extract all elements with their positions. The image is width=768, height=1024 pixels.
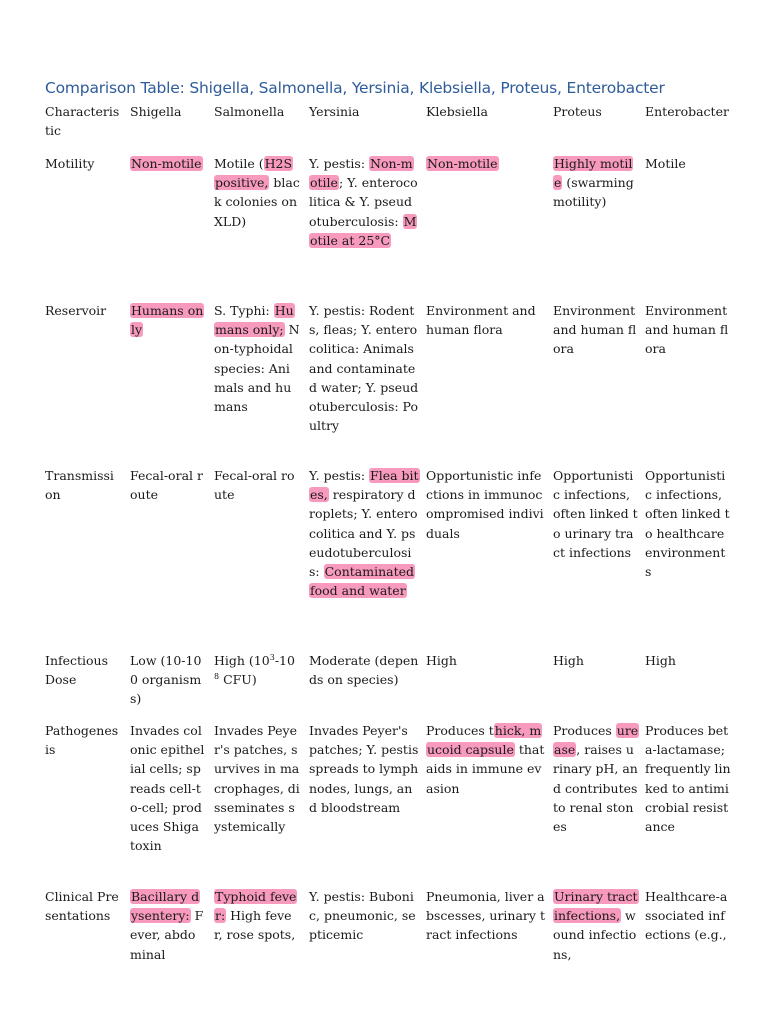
cell-motility-enterobacter: Motile (645, 156, 686, 171)
cell-text: Produces t (426, 723, 494, 738)
cell-reservoir-klebsiella: Environment and human flora (426, 303, 536, 338)
row-label-dose: Infectious Dose (45, 653, 109, 688)
cell-dose-enterobacter: High (645, 653, 676, 668)
cell-text: S. Typhi: (214, 303, 274, 318)
cell-text: Fever, abdominal (130, 908, 204, 962)
highlight: Bacillary dysentery: (130, 889, 201, 924)
cell-dose-yersinia: Moderate (depends on species) (309, 653, 419, 688)
cell-text: High fever, rose spots, (214, 908, 296, 943)
cell-text: (swarming motility) (553, 175, 634, 210)
cell-dose-shigella: Low (10-100 organisms) (130, 653, 202, 707)
cell-text: black colonies on XLD) (214, 175, 300, 229)
header-salmonella: Salmonella (214, 104, 285, 119)
cell-motility-klebsiella: Non-motile (426, 154, 546, 173)
cell-text: wound infections, (553, 908, 637, 962)
header-klebsiella: Klebsiella (426, 104, 488, 119)
row-label-reservoir: Reservoir (45, 303, 107, 318)
cell-pathogenesis-yersinia: Invades Peyer's patches; Y. pestis sprea… (309, 723, 419, 815)
cell-text: Y. pestis: (309, 468, 370, 483)
cell-reservoir-enterobacter: Environment and human flora (645, 303, 729, 357)
cell-dose-salmonella: High (103-10 8 CFU) (214, 651, 300, 689)
highlight: Humans only (130, 303, 205, 338)
cell-text: respiratory droplets; Y. enterocolitica … (309, 487, 418, 580)
cell-reservoir-proteus: Environment and human flora (553, 303, 637, 357)
cell-transmission-shigella: Fecal-oral route (130, 468, 203, 503)
header-proteus: Proteus (553, 104, 602, 119)
cell-clinical-shigella: Bacillary dysentery: Fever, abdominal (130, 887, 206, 964)
cell-clinical-enterobacter: Healthcare-associated infections (e.g., (645, 889, 728, 943)
header-yersinia: Yersinia (309, 104, 360, 119)
header-enterobacter: Enterobacter (645, 104, 729, 119)
cell-motility-salmonella: Motile (H2S positive, black colonies on … (214, 154, 300, 231)
superscript: 3 (269, 652, 275, 662)
cell-text: Y. pestis: (309, 156, 370, 171)
cell-pathogenesis-klebsiella: Produces thick, mucoid capsule that aids… (426, 721, 546, 798)
row-label-motility: Motility (45, 156, 95, 171)
cell-reservoir-shigella: Humans only (130, 301, 206, 339)
cell-text: Produces (553, 723, 616, 738)
cell-transmission-yersinia: Y. pestis: Flea bites, respiratory dropl… (309, 466, 420, 600)
cell-pathogenesis-proteus: Produces urease, raises urinary pH, and … (553, 721, 640, 836)
cell-text: Non-typhoidal species: Animals and human… (214, 322, 300, 415)
header-shigella: Shigella (130, 104, 182, 119)
cell-pathogenesis-salmonella: Invades Peyer's patches, survives in mac… (214, 723, 300, 835)
cell-motility-proteus: Highly motile (swarming motility) (553, 154, 639, 212)
cell-transmission-enterobacter: Opportunistic infections, often linked t… (645, 468, 730, 580)
cell-pathogenesis-enterobacter: Produces beta-lactamase; frequently link… (645, 723, 731, 835)
cell-text: Motile ( (214, 156, 264, 171)
highlight: Non-motile (130, 156, 203, 171)
cell-dose-klebsiella: High (426, 653, 457, 668)
cell-motility-yersinia: Y. pestis: Non-motile; Y. enterocolitica… (309, 154, 419, 250)
header-characteristic: Characteristic (45, 104, 120, 139)
superscript: 8 (214, 672, 220, 682)
highlight: Non-motile (426, 156, 499, 171)
cell-text: , raises urinary pH, and contributes to … (553, 742, 638, 835)
cell-clinical-proteus: Urinary tract infections, wound infectio… (553, 887, 639, 964)
cell-clinical-yersinia: Y. pestis: Bubonic, pneumonic, septicemi… (309, 889, 416, 943)
cell-reservoir-salmonella: S. Typhi: Humans only; Non-typhoidal spe… (214, 301, 300, 416)
cell-clinical-salmonella: Typhoid fever: High fever, rose spots, (214, 887, 300, 945)
row-label-clinical: Clinical Presentations (45, 889, 119, 924)
cell-text: CFU) (219, 672, 257, 688)
cell-dose-proteus: High (553, 653, 584, 668)
cell-text: that aids in immune evasion (426, 742, 545, 796)
cell-text: High (10 (214, 653, 270, 668)
cell-transmission-proteus: Opportunistic infections, often linked t… (553, 468, 638, 560)
cell-text: ; Y. enterocolitica & Y. pseudotuberculo… (309, 175, 418, 229)
row-label-pathogenesis: Pathogenesis (45, 723, 119, 758)
cell-pathogenesis-shigella: Invades colonic epithelial cells; spread… (130, 723, 205, 854)
row-label-transmission: Transmission (45, 468, 114, 503)
cell-transmission-salmonella: Fecal-oral route (214, 468, 295, 503)
highlight: Contaminated food and water (309, 564, 416, 599)
cell-transmission-klebsiella: Opportunistic infections in immunocompro… (426, 468, 544, 541)
cell-clinical-klebsiella: Pneumonia, liver abscesses, urinary trac… (426, 889, 545, 943)
document-title: Comparison Table: Shigella, Salmonella, … (45, 79, 665, 97)
cell-reservoir-yersinia: Y. pestis: Rodents, fleas; Y. enterocoli… (309, 303, 419, 434)
cell-motility-shigella: Non-motile (130, 154, 206, 173)
cell-text: -10 (274, 653, 295, 668)
